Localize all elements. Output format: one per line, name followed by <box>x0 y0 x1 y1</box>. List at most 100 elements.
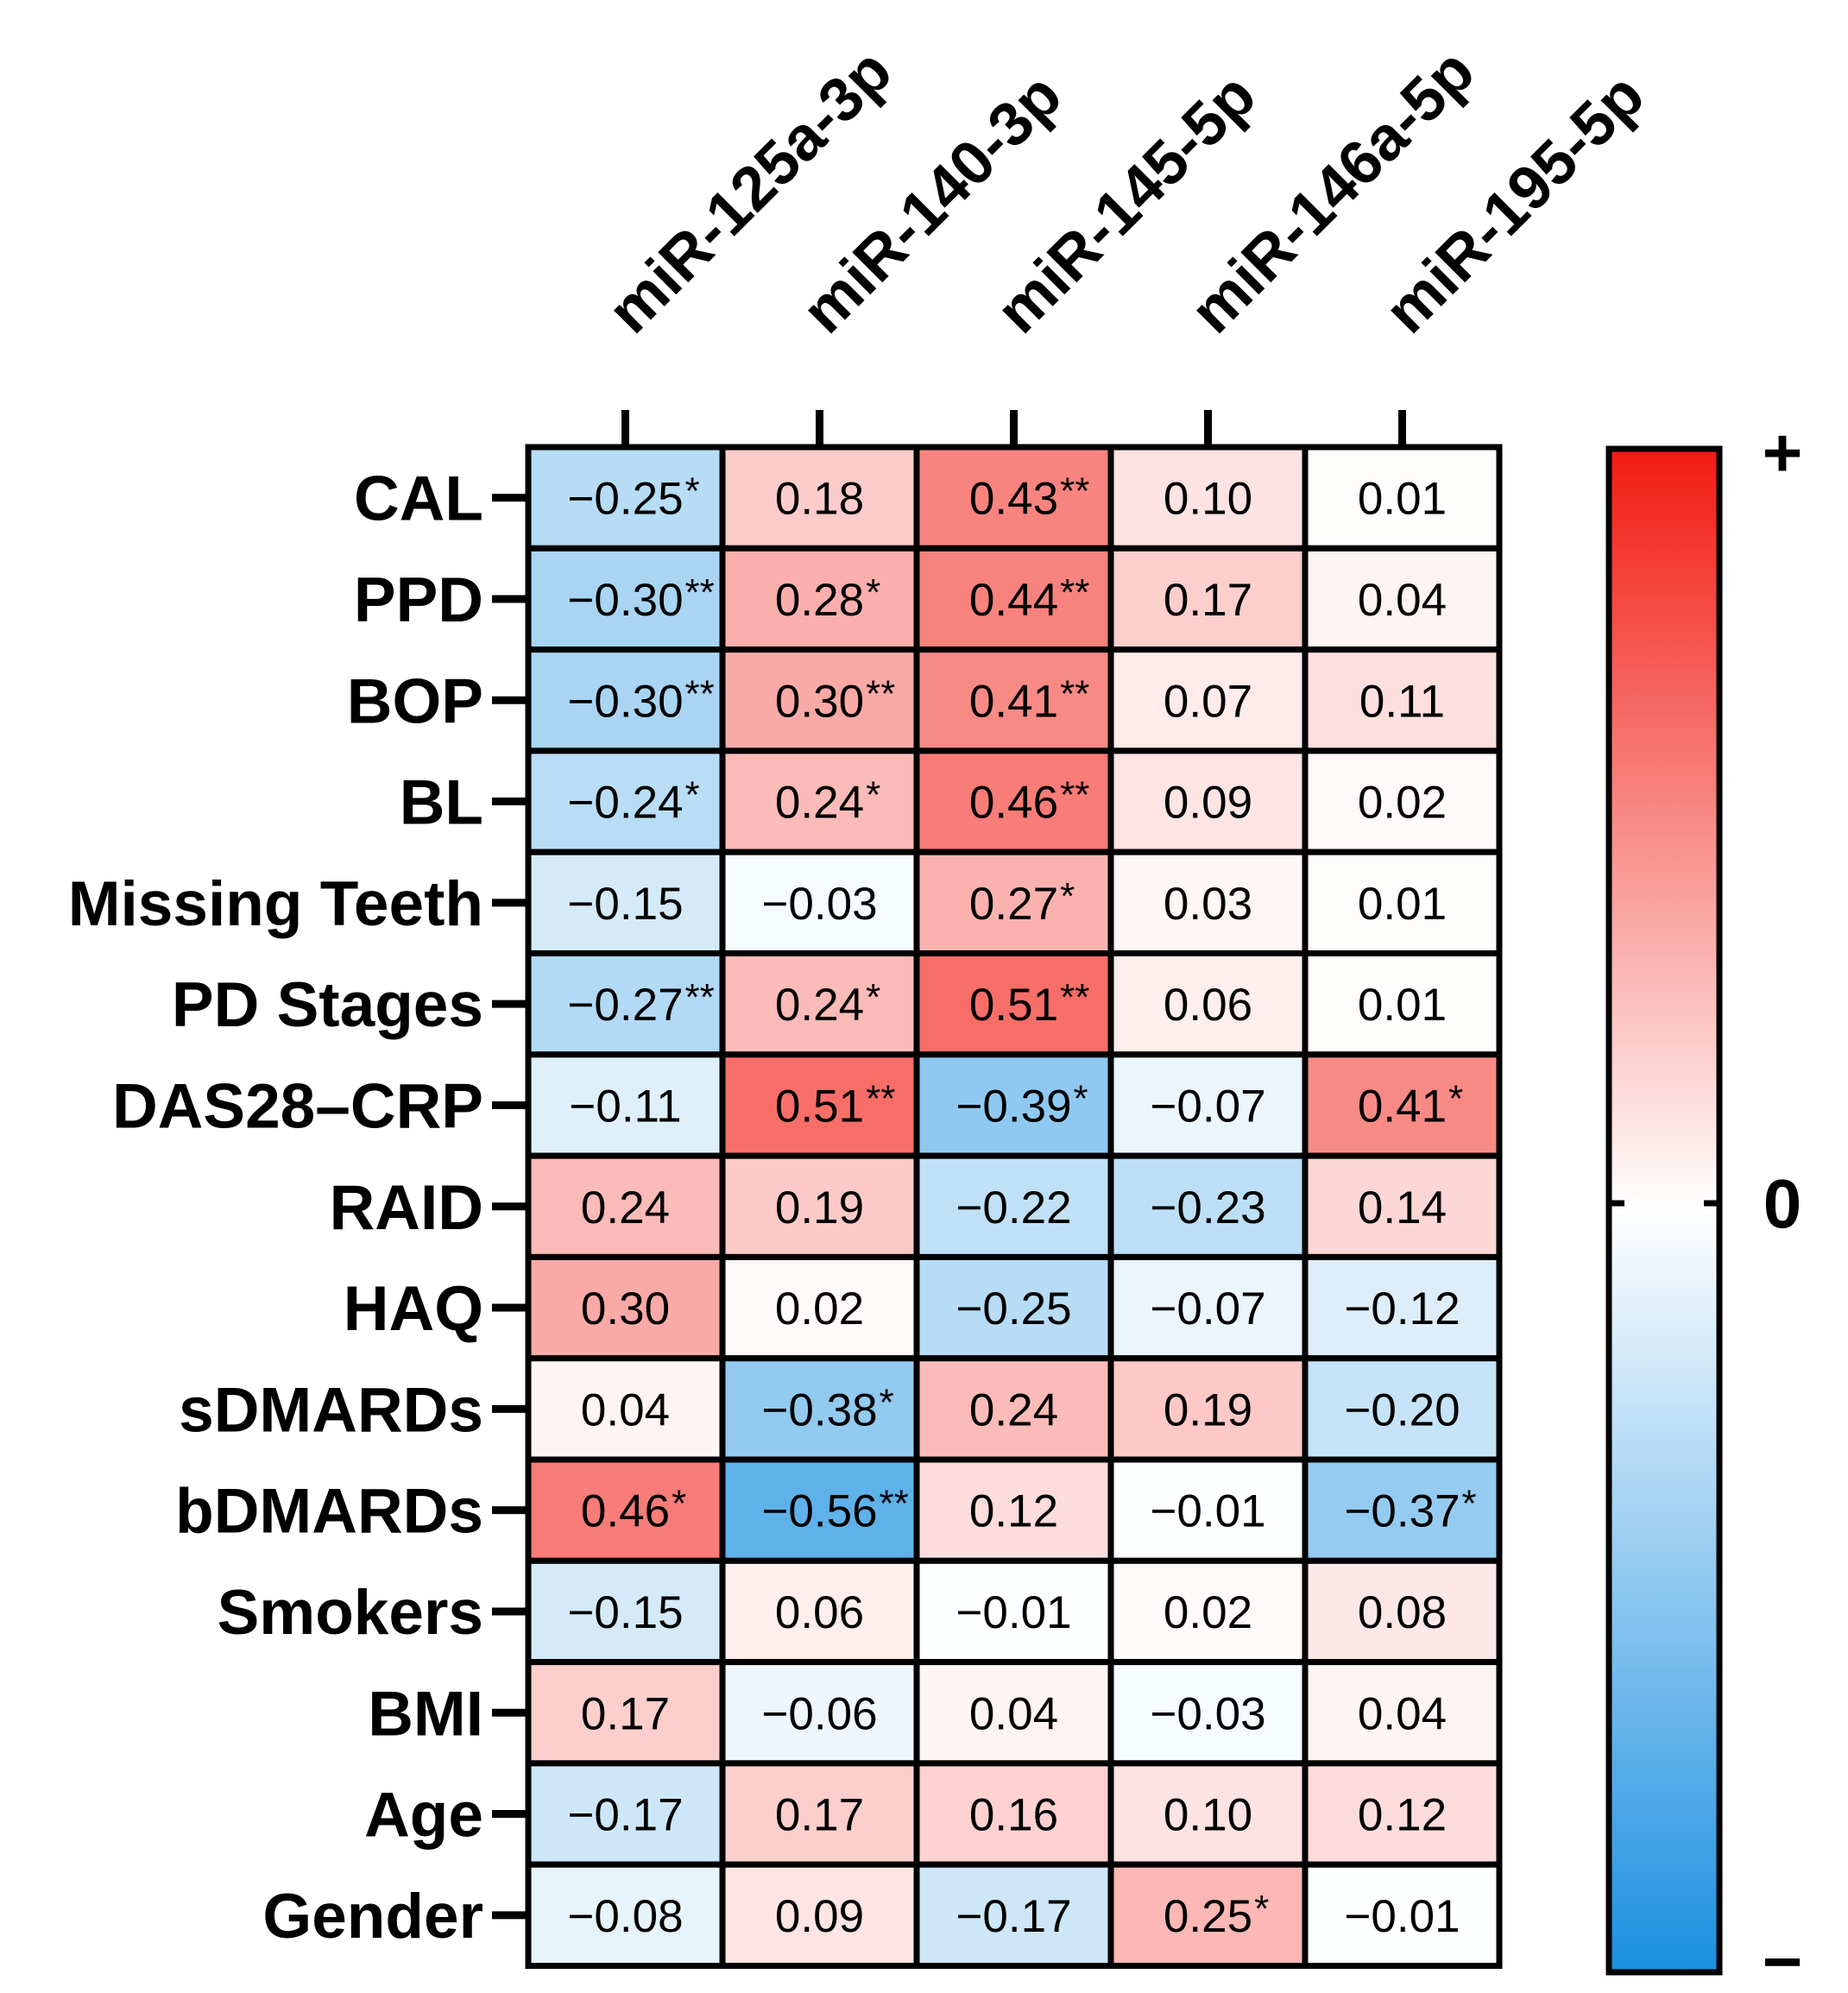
heatmap-cell <box>525 1051 726 1159</box>
heatmap-cell <box>1302 1760 1503 1868</box>
cell-value-label: −0.37 <box>1344 1486 1460 1537</box>
cell-value-label: −0.11 <box>569 1081 681 1132</box>
cell-value-label: 0.01 <box>1358 879 1447 930</box>
heatmap-cell <box>719 747 920 855</box>
cell-value-label: 0.10 <box>1164 474 1252 525</box>
cell-value-label: 0.02 <box>775 1283 864 1334</box>
cell-value-label: −0.20 <box>1344 1384 1460 1435</box>
cell-value-label: −0.08 <box>567 1891 683 1942</box>
cell-value-label: 0.06 <box>1164 980 1252 1031</box>
cell-value-label: 0.44 <box>969 575 1058 626</box>
row-label: RAID <box>330 1173 483 1243</box>
cell-value-label: −0.12 <box>1344 1283 1460 1334</box>
heatmap-cell <box>1107 950 1309 1058</box>
cell-value-label: 0.30 <box>775 676 864 727</box>
cell-value-label: −0.23 <box>1150 1183 1265 1233</box>
cell-value-label: 0.02 <box>1164 1587 1252 1638</box>
cell-value-label: −0.30 <box>567 676 683 727</box>
cell-value-label: 0.24 <box>775 778 864 829</box>
heatmap-cell <box>525 1760 726 1868</box>
cell-value-label: −0.06 <box>761 1688 877 1739</box>
significance-marker: * <box>866 774 880 817</box>
cell-value-label: 0.07 <box>1164 676 1252 727</box>
cell-value-label: 0.02 <box>1358 778 1447 829</box>
cell-value-label: 0.43 <box>969 474 1058 525</box>
heatmap-cell <box>913 1355 1114 1463</box>
cell-value-label: 0.51 <box>775 1081 864 1132</box>
cell-value-label: −0.17 <box>567 1790 683 1841</box>
cell-value-label: −0.39 <box>956 1081 1071 1132</box>
cell-value-label: −0.15 <box>567 879 683 930</box>
cell-value-label: 0.24 <box>775 980 864 1031</box>
heatmap-cell <box>1107 646 1309 754</box>
significance-marker: * <box>880 1381 894 1423</box>
heatmap-cell <box>913 1861 1114 1969</box>
legend-plus-label: + <box>1763 414 1803 491</box>
cell-value-label: −0.25 <box>956 1283 1071 1334</box>
heatmap-cell <box>1107 1557 1309 1666</box>
cell-value-label: 0.04 <box>581 1384 670 1435</box>
row-label: BMI <box>368 1679 483 1749</box>
cell-value-label: 0.11 <box>1359 676 1445 727</box>
cell-value-label: −0.15 <box>567 1587 683 1638</box>
heatmap-cell <box>1107 747 1309 855</box>
significance-marker: ** <box>866 1077 895 1119</box>
cell-value-label: 0.51 <box>969 980 1058 1031</box>
row-label: PD Stages <box>172 970 483 1040</box>
cell-value-label: 0.04 <box>1358 575 1447 626</box>
cell-value-label: −0.38 <box>761 1384 877 1435</box>
heatmap-cell <box>525 1355 726 1463</box>
significance-marker: * <box>866 976 880 1019</box>
heatmap-cell <box>913 545 1114 653</box>
heatmap-cell <box>913 848 1114 957</box>
cell-value-label: 0.09 <box>775 1891 864 1942</box>
cell-value-label: 0.24 <box>969 1384 1058 1435</box>
cell-value-label: 0.41 <box>969 676 1058 727</box>
cell-value-label: 0.30 <box>581 1283 670 1334</box>
significance-marker: ** <box>880 1483 909 1525</box>
cell-value-label: 0.17 <box>775 1790 864 1841</box>
heatmap-cell <box>913 1760 1114 1868</box>
cell-value-label: 0.04 <box>1358 1688 1447 1739</box>
cell-value-label: 0.41 <box>1358 1081 1447 1132</box>
cell-value-label: 0.12 <box>1358 1790 1447 1841</box>
significance-marker: * <box>1060 875 1075 918</box>
cell-value-label: 0.10 <box>1164 1790 1252 1841</box>
legend-minus-label: − <box>1763 1923 1803 1993</box>
row-label: Missing Teeth <box>68 869 483 939</box>
cell-value-label: 0.46 <box>581 1486 670 1537</box>
row-label: DAS28–CRP <box>112 1071 483 1141</box>
heatmap-cell <box>1107 1659 1309 1767</box>
cell-value-label: −0.07 <box>1150 1081 1265 1132</box>
heatmap-cell <box>1302 747 1503 855</box>
legend-zero-label: 0 <box>1763 1165 1802 1242</box>
cell-value-label: 0.12 <box>969 1486 1058 1537</box>
heatmap-cell <box>719 848 920 957</box>
cell-value-label: 0.19 <box>775 1183 864 1233</box>
color-scale-bar <box>1605 445 1723 1976</box>
row-label: Gender <box>262 1882 483 1952</box>
significance-marker: * <box>685 774 700 817</box>
significance-marker: * <box>1254 1888 1269 1930</box>
cell-value-label: −0.07 <box>1150 1283 1265 1334</box>
color-scale-legend: + 0 − <box>1605 414 1803 1993</box>
row-labels: CAL PPD BOP BL Missing Teeth PD Stages DAS28–C… <box>68 464 528 1952</box>
cell-value-label: 0.14 <box>1358 1183 1447 1233</box>
significance-marker: ** <box>685 571 715 614</box>
heatmap-cell <box>1302 545 1503 653</box>
heatmap-cell <box>1107 1760 1309 1868</box>
heatmap-cell <box>1302 1861 1503 1969</box>
cell-value-label: 0.25 <box>1164 1891 1252 1942</box>
cell-value-label: 0.01 <box>1358 474 1447 525</box>
cell-value-label: 0.04 <box>969 1688 1058 1739</box>
cell-value-label: −0.22 <box>956 1183 1071 1233</box>
row-label: sDMARDs <box>179 1375 483 1445</box>
significance-marker: ** <box>685 976 715 1019</box>
heatmap-cell <box>1107 1861 1309 1969</box>
heatmap-cell <box>719 646 920 754</box>
heatmap-cell <box>719 1861 920 1969</box>
significance-marker: ** <box>1060 976 1089 1019</box>
row-label: CAL <box>354 464 483 534</box>
cell-value-label: −0.25 <box>567 474 683 525</box>
